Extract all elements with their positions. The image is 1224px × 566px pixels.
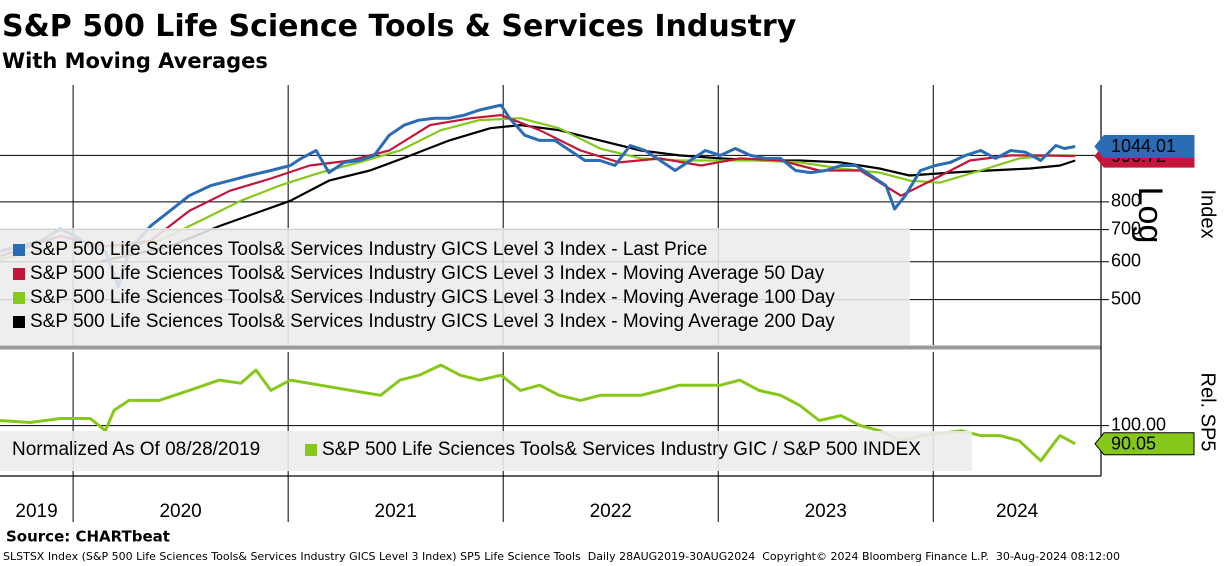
y-tick-label: 500: [1111, 288, 1141, 308]
x-tick-label: 2022: [590, 501, 632, 522]
value-tag-label: 90.05: [1111, 434, 1156, 454]
series-line: [0, 103, 1076, 289]
x-tick-label: 2019: [15, 501, 57, 522]
legend-swatch: [13, 316, 25, 328]
legend-label: S&P 500 Life Sciences Tools& Services In…: [30, 287, 835, 308]
legend-label: S&P 500 Life Sciences Tools& Services In…: [30, 263, 825, 284]
footer-info: SLSTSX Index (S&P 500 Life Sciences Tool…: [3, 550, 1120, 563]
y-tick-label: 100.00: [1111, 414, 1166, 434]
legend-box: [0, 228, 910, 345]
legend-swatch: [13, 268, 25, 280]
value-tag: [1094, 432, 1195, 456]
chart-subtitle: With Moving Averages: [2, 49, 268, 73]
value-tag-label: 1044.01: [1111, 136, 1176, 156]
axis-label: Index: [1197, 190, 1219, 239]
series-line: [0, 114, 1076, 258]
chart-title: S&P 500 Life Science Tools & Services In…: [2, 9, 797, 44]
y-tick-label: 600: [1111, 250, 1141, 270]
x-tick-label: 2020: [159, 501, 201, 522]
source: Source: CHARTbeat: [6, 528, 170, 546]
x-tick-label: 2023: [805, 501, 847, 522]
legend-label: S&P 500 Life Sciences Tools& Services In…: [322, 439, 921, 460]
plot-area: [0, 103, 1076, 289]
legend-swatch: [13, 244, 25, 256]
scale-label: Log: [1131, 187, 1169, 244]
legend-swatch: [13, 292, 25, 304]
x-tick-label: 2024: [996, 501, 1039, 522]
legend-swatch: [305, 444, 317, 456]
x-tick-label: 2021: [375, 501, 417, 522]
normalized-note: Normalized As Of 08/28/2019: [12, 439, 260, 460]
value-tag: [1094, 134, 1195, 158]
legend-box: [0, 431, 972, 471]
legend-label: S&P 500 Life Sciences Tools& Services In…: [30, 311, 835, 332]
series-line: [0, 117, 1076, 261]
legend-label: S&P 500 Life Sciences Tools& Services In…: [30, 239, 707, 260]
y-tick-label: 800: [1111, 191, 1141, 211]
y-tick-label: 700: [1111, 218, 1141, 238]
panel-separator: [0, 345, 1101, 350]
axis-label: Rel. SP5: [1197, 373, 1219, 452]
